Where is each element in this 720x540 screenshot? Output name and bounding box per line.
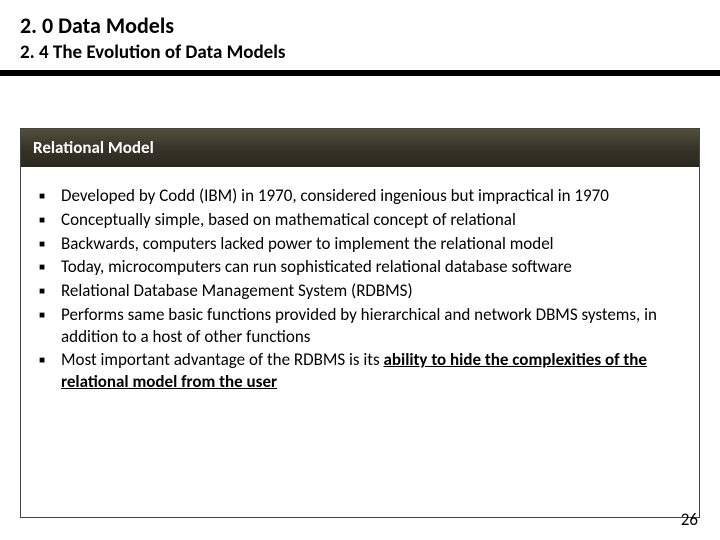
list-item: Relational Database Management System (R… (39, 280, 681, 302)
list-item: Developed by Codd (IBM) in 1970, conside… (39, 185, 681, 207)
slide-subtitle: 2. 4 The Evolution of Data Models (20, 41, 700, 64)
list-item: Today, microcomputers can run sophistica… (39, 256, 681, 278)
list-item: Backwards, computers lacked power to imp… (39, 233, 681, 255)
list-item-prefix: Most important advantage of the RDBMS is… (61, 349, 384, 370)
slide-title: 2. 0 Data Models (20, 12, 700, 39)
list-item: Conceptually simple, based on mathematic… (39, 209, 681, 231)
content-panel: Relational Model Developed by Codd (IBM)… (20, 128, 700, 518)
page-number: 26 (681, 509, 698, 530)
list-item: Most important advantage of the RDBMS is… (39, 349, 681, 393)
heading-block: 2. 0 Data Models 2. 4 The Evolution of D… (0, 0, 720, 70)
list-item: Performs same basic functions provided b… (39, 304, 681, 348)
bullet-list: Developed by Codd (IBM) in 1970, conside… (21, 167, 699, 405)
slide: 2. 0 Data Models 2. 4 The Evolution of D… (0, 0, 720, 540)
panel-header: Relational Model (21, 129, 699, 167)
divider-bar (0, 70, 720, 76)
